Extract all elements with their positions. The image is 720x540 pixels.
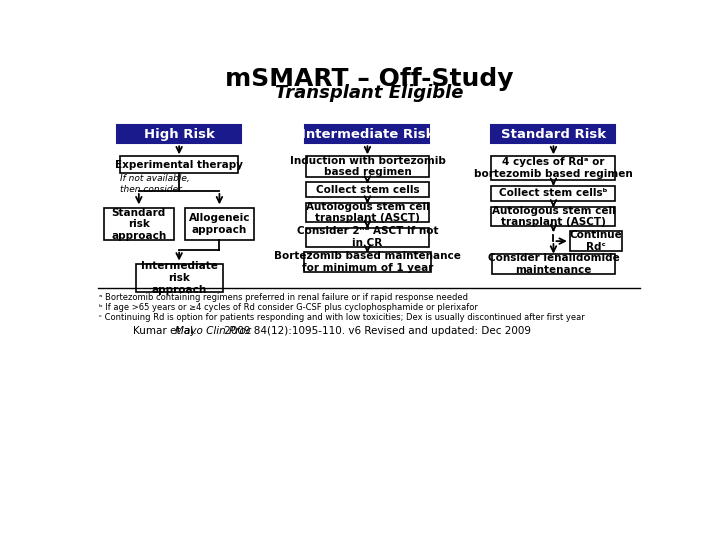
Text: If not available,
then consider...: If not available, then consider... bbox=[120, 174, 190, 194]
FancyBboxPatch shape bbox=[120, 157, 238, 173]
FancyBboxPatch shape bbox=[184, 208, 254, 240]
Text: High Risk: High Risk bbox=[144, 127, 215, 140]
Text: Consider 2ⁿᵈ ASCT if not
in CR: Consider 2ⁿᵈ ASCT if not in CR bbox=[297, 226, 438, 248]
Text: Autologous stem cell
transplant (ASCT): Autologous stem cell transplant (ASCT) bbox=[305, 202, 429, 224]
FancyBboxPatch shape bbox=[570, 231, 622, 251]
Text: Induction with bortezomib
based regimen: Induction with bortezomib based regimen bbox=[289, 156, 446, 177]
FancyBboxPatch shape bbox=[304, 252, 431, 272]
Text: ᵇ If age >65 years or ≥4 cycles of Rd consider G-CSF plus cyclophosphamide or pl: ᵇ If age >65 years or ≥4 cycles of Rd co… bbox=[99, 303, 478, 312]
FancyBboxPatch shape bbox=[136, 264, 222, 292]
Text: Intermediate
risk
approach: Intermediate risk approach bbox=[140, 261, 217, 295]
FancyBboxPatch shape bbox=[306, 156, 428, 177]
FancyBboxPatch shape bbox=[306, 204, 428, 222]
Text: Allogeneic
approach: Allogeneic approach bbox=[189, 213, 250, 235]
Text: ᶜ Continuing Rd is option for patients responding and with low toxicities; Dex i: ᶜ Continuing Rd is option for patients r… bbox=[99, 313, 585, 322]
Text: Consider lenalidomide
maintenance: Consider lenalidomide maintenance bbox=[487, 253, 619, 275]
FancyBboxPatch shape bbox=[492, 186, 616, 201]
Text: Kumar et al.: Kumar et al. bbox=[132, 326, 199, 336]
Text: Autologous stem cell
transplant (ASCT): Autologous stem cell transplant (ASCT) bbox=[492, 206, 616, 227]
Text: Continue
Rdᶜ: Continue Rdᶜ bbox=[570, 231, 623, 252]
Text: Standard
risk
approach: Standard risk approach bbox=[111, 207, 166, 241]
FancyBboxPatch shape bbox=[117, 125, 241, 143]
Text: Intermediate Risk: Intermediate Risk bbox=[301, 127, 434, 140]
FancyBboxPatch shape bbox=[492, 157, 616, 179]
Text: Collect stem cellsᵇ: Collect stem cellsᵇ bbox=[499, 188, 608, 198]
FancyBboxPatch shape bbox=[306, 228, 428, 247]
FancyBboxPatch shape bbox=[306, 182, 428, 197]
Text: 2009 84(12):1095-110. v6 Revised and updated: Dec 2009: 2009 84(12):1095-110. v6 Revised and upd… bbox=[220, 326, 531, 336]
FancyBboxPatch shape bbox=[305, 125, 429, 143]
Text: 4 cycles of Rdᵃ or
bortezomib based regimen: 4 cycles of Rdᵃ or bortezomib based regi… bbox=[474, 157, 633, 179]
FancyBboxPatch shape bbox=[492, 207, 616, 226]
Text: mSMART – Off-Study: mSMART – Off-Study bbox=[225, 66, 513, 91]
Text: ᵃ Bortezomib containing regimens preferred in renal failure or if rapid response: ᵃ Bortezomib containing regimens preferr… bbox=[99, 293, 468, 302]
Text: Standard Risk: Standard Risk bbox=[501, 127, 606, 140]
Text: Collect stem cells: Collect stem cells bbox=[315, 185, 419, 194]
Text: Transplant Eligible: Transplant Eligible bbox=[275, 84, 463, 102]
FancyBboxPatch shape bbox=[492, 254, 615, 274]
Text: Bortezomib based maintenance
for minimum of 1 year: Bortezomib based maintenance for minimum… bbox=[274, 251, 461, 273]
FancyBboxPatch shape bbox=[492, 125, 616, 143]
Text: Experimental therapy: Experimental therapy bbox=[115, 160, 243, 170]
FancyBboxPatch shape bbox=[104, 208, 174, 240]
Text: Mayo Clin Proc: Mayo Clin Proc bbox=[175, 326, 251, 336]
